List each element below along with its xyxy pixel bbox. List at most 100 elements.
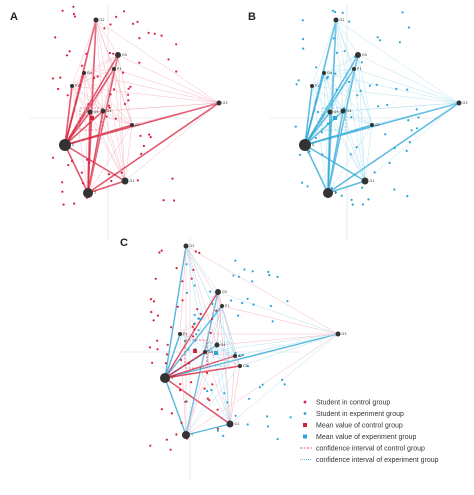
student-dot xyxy=(261,383,264,386)
student-dot xyxy=(65,54,69,57)
student-dot xyxy=(192,268,195,271)
student-dot xyxy=(142,144,145,148)
student-dot xyxy=(321,153,324,156)
node-label: G3 xyxy=(342,332,347,336)
network-node xyxy=(220,304,224,308)
student-dot xyxy=(268,274,271,277)
student-dot xyxy=(160,408,163,411)
student-dot xyxy=(80,64,83,67)
edges xyxy=(164,245,339,436)
student-dot xyxy=(93,76,96,80)
student-dot xyxy=(191,325,194,328)
student-dot xyxy=(417,116,420,119)
edge-line xyxy=(216,333,339,346)
panel-label: A xyxy=(10,11,18,23)
edge-line xyxy=(117,54,220,104)
edge-line xyxy=(353,68,373,126)
student-dot xyxy=(216,427,219,430)
student-dot xyxy=(306,185,309,188)
edge-line xyxy=(323,72,373,126)
student-dot xyxy=(162,199,165,202)
legend-square xyxy=(303,423,307,427)
edge-line xyxy=(83,72,126,182)
student-dot xyxy=(359,89,362,92)
edge-line xyxy=(329,102,460,113)
student-dot xyxy=(96,75,99,78)
network-node xyxy=(121,177,129,185)
edge-line xyxy=(185,365,241,436)
edge-line xyxy=(83,72,220,104)
student-dot xyxy=(152,300,156,303)
panel-c: C G2 G5 G3 S T G1 G4 S2 P1 G4 P1 G5 xyxy=(118,237,347,480)
student-dot xyxy=(215,309,218,312)
edge-line xyxy=(179,333,218,346)
student-dot xyxy=(127,99,130,102)
edge-line xyxy=(83,19,97,74)
student-dot xyxy=(407,26,411,29)
edge-line xyxy=(95,19,104,112)
student-dot xyxy=(348,20,351,23)
network-node xyxy=(83,188,93,198)
student-dot xyxy=(234,414,237,417)
edge-line xyxy=(179,333,241,367)
student-dot xyxy=(294,125,297,128)
student-dot xyxy=(150,310,153,314)
student-dot xyxy=(209,290,212,293)
legend-text: confidence interval of control group xyxy=(316,445,425,452)
student-dot xyxy=(198,251,201,254)
panel-b: B G2 G5 G3 S T G1 G4 P1 S2 G4 P1 G5 xyxy=(248,5,468,240)
student-dot xyxy=(199,312,202,316)
edge-line xyxy=(357,54,373,126)
legend-text: Mean value of experiment group xyxy=(316,434,416,441)
network-node xyxy=(178,332,182,336)
student-dot xyxy=(230,299,233,302)
edge-line xyxy=(216,344,231,425)
edge-line xyxy=(335,19,344,112)
student-dot xyxy=(108,106,111,109)
edge-line xyxy=(353,68,460,104)
edge-line xyxy=(311,68,355,87)
panel-a: A G2 G5 G3 S T G1 G4 P1 S2 G4 P1 G5 xyxy=(10,5,228,240)
network-node xyxy=(370,123,374,127)
student-dot xyxy=(295,83,298,86)
network-node xyxy=(215,289,221,295)
student-dot xyxy=(234,351,237,355)
edge-line xyxy=(89,111,133,126)
student-dot xyxy=(211,383,214,386)
student-dot xyxy=(196,308,199,311)
student-dot xyxy=(138,61,141,64)
confidence-interval xyxy=(184,339,208,369)
student-dot xyxy=(61,190,64,193)
edge-line xyxy=(311,85,373,126)
edge-line xyxy=(323,19,337,74)
student-dot xyxy=(72,12,75,16)
edge-line xyxy=(353,68,366,182)
edge-line xyxy=(71,54,119,87)
nodes: G2 G5 G3 S T G1 G4 P1 S2 G4 P1 G5 xyxy=(59,17,228,198)
mean-marker xyxy=(214,351,218,355)
student-dot xyxy=(326,75,329,79)
edge-line xyxy=(342,110,366,182)
student-dot xyxy=(193,322,196,325)
network-node xyxy=(233,354,237,358)
edges xyxy=(64,19,220,194)
student-dot xyxy=(211,302,214,305)
node-label: G5 xyxy=(243,364,248,368)
student-dot xyxy=(361,186,364,189)
student-dot xyxy=(302,47,305,50)
node-label: G3 xyxy=(223,101,228,105)
network-node xyxy=(203,350,207,354)
mean-marker xyxy=(333,116,337,120)
edge-line xyxy=(304,72,325,146)
network-node xyxy=(87,109,93,115)
network-node xyxy=(322,71,326,75)
mean-marker xyxy=(193,349,197,353)
student-dot xyxy=(237,275,241,278)
student-dot xyxy=(350,198,353,201)
edge-line xyxy=(71,85,133,126)
student-dot xyxy=(398,41,401,44)
student-dot xyxy=(190,277,193,280)
edge-line xyxy=(102,68,115,112)
edge-line xyxy=(71,19,97,87)
edge-line xyxy=(304,144,366,182)
